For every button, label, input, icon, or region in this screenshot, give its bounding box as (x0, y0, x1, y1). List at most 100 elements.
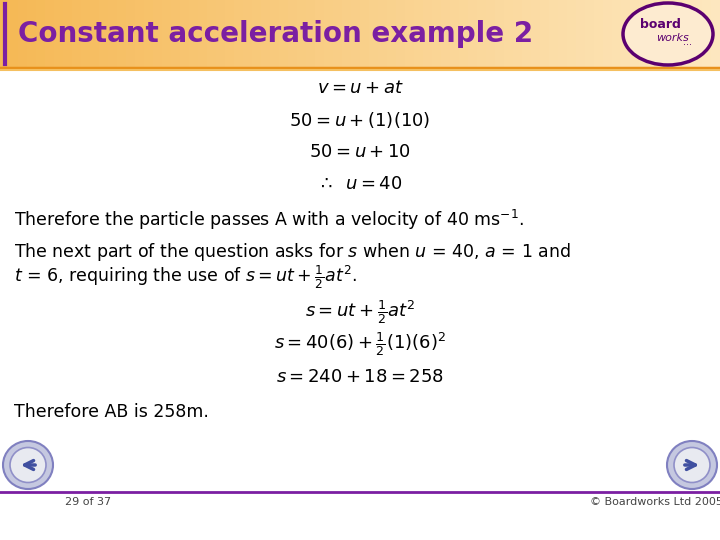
Bar (522, 0, 532, 68)
Text: board: board (639, 18, 680, 31)
Bar (396, 0, 406, 68)
Bar (540, 0, 550, 68)
Bar (648, 0, 658, 68)
Bar (450, 0, 460, 68)
Bar (45, 0, 55, 68)
Bar (333, 0, 343, 68)
Bar (531, 0, 541, 68)
Text: $t$ = 6, requiring the use of $s = ut + \frac{1}{2}at^2$.: $t$ = 6, requiring the use of $s = ut + … (14, 263, 357, 291)
Bar (99, 0, 109, 68)
Bar (675, 0, 685, 68)
Bar (702, 0, 712, 68)
Bar (225, 0, 235, 68)
Bar (513, 0, 523, 68)
Bar (603, 0, 613, 68)
Bar (657, 0, 667, 68)
Bar (9, 0, 19, 68)
Ellipse shape (623, 3, 713, 65)
Bar (72, 0, 82, 68)
Bar (27, 0, 37, 68)
Bar (612, 0, 622, 68)
Bar (288, 0, 298, 68)
Text: 29 of 37: 29 of 37 (65, 497, 111, 507)
Ellipse shape (667, 441, 717, 489)
Bar (342, 0, 352, 68)
Bar (153, 0, 163, 68)
Bar (306, 0, 316, 68)
Bar (378, 0, 388, 68)
Ellipse shape (10, 448, 46, 483)
Bar (315, 0, 325, 68)
Bar (261, 0, 271, 68)
Text: $\therefore \;\; u = 40$: $\therefore \;\; u = 40$ (318, 175, 402, 193)
Bar (495, 0, 505, 68)
Bar (486, 0, 496, 68)
Bar (117, 0, 127, 68)
Bar (135, 0, 145, 68)
Text: The next part of the question asks for $s$ when $u$ = 40, $a$ = 1 and: The next part of the question asks for $… (14, 241, 571, 263)
Bar (387, 0, 397, 68)
Bar (621, 0, 631, 68)
Bar (189, 0, 199, 68)
Text: © Boardworks Ltd 2005: © Boardworks Ltd 2005 (590, 497, 720, 507)
Bar (36, 0, 46, 68)
Bar (576, 0, 586, 68)
Bar (639, 0, 649, 68)
Bar (279, 0, 289, 68)
Bar (693, 0, 703, 68)
Text: ...: ... (683, 37, 693, 47)
Bar (369, 0, 379, 68)
Bar (549, 0, 559, 68)
Text: $s = 40(6) + \frac{1}{2}(1)(6)^2$: $s = 40(6) + \frac{1}{2}(1)(6)^2$ (274, 330, 446, 358)
Text: $50 = u + 10$: $50 = u + 10$ (309, 143, 411, 161)
Bar (81, 0, 91, 68)
Bar (711, 0, 720, 68)
Bar (360, 0, 370, 68)
Bar (198, 0, 208, 68)
Bar (423, 0, 433, 68)
Bar (477, 0, 487, 68)
Bar (558, 0, 568, 68)
Bar (324, 0, 334, 68)
Bar (684, 0, 694, 68)
Bar (441, 0, 451, 68)
Text: $v = u + at$: $v = u + at$ (317, 79, 403, 97)
Bar (630, 0, 640, 68)
Bar (234, 0, 244, 68)
Text: $s = 240 + 18 = 258$: $s = 240 + 18 = 258$ (276, 368, 444, 386)
Bar (0, 0, 10, 68)
Ellipse shape (3, 441, 53, 489)
Bar (504, 0, 514, 68)
Bar (585, 0, 595, 68)
Bar (459, 0, 469, 68)
Bar (594, 0, 604, 68)
Bar (297, 0, 307, 68)
Text: Therefore AB is 258m.: Therefore AB is 258m. (14, 403, 209, 421)
Bar (270, 0, 280, 68)
Bar (243, 0, 253, 68)
Text: Constant acceleration example 2: Constant acceleration example 2 (18, 20, 533, 48)
Bar (432, 0, 442, 68)
Bar (54, 0, 64, 68)
Bar (162, 0, 172, 68)
Bar (207, 0, 217, 68)
Bar (18, 0, 28, 68)
Bar (468, 0, 478, 68)
Bar (108, 0, 118, 68)
Bar (171, 0, 181, 68)
Bar (405, 0, 415, 68)
FancyBboxPatch shape (0, 70, 720, 540)
Bar (567, 0, 577, 68)
Text: works: works (656, 33, 688, 43)
Text: $s = ut + \frac{1}{2}at^2$: $s = ut + \frac{1}{2}at^2$ (305, 298, 415, 326)
Bar (63, 0, 73, 68)
Bar (351, 0, 361, 68)
Bar (252, 0, 262, 68)
Bar (144, 0, 154, 68)
Bar (90, 0, 100, 68)
Bar (414, 0, 424, 68)
Text: $50 = u + (1)(10)$: $50 = u + (1)(10)$ (289, 110, 431, 130)
Bar (666, 0, 676, 68)
Ellipse shape (674, 448, 710, 483)
Bar (126, 0, 136, 68)
